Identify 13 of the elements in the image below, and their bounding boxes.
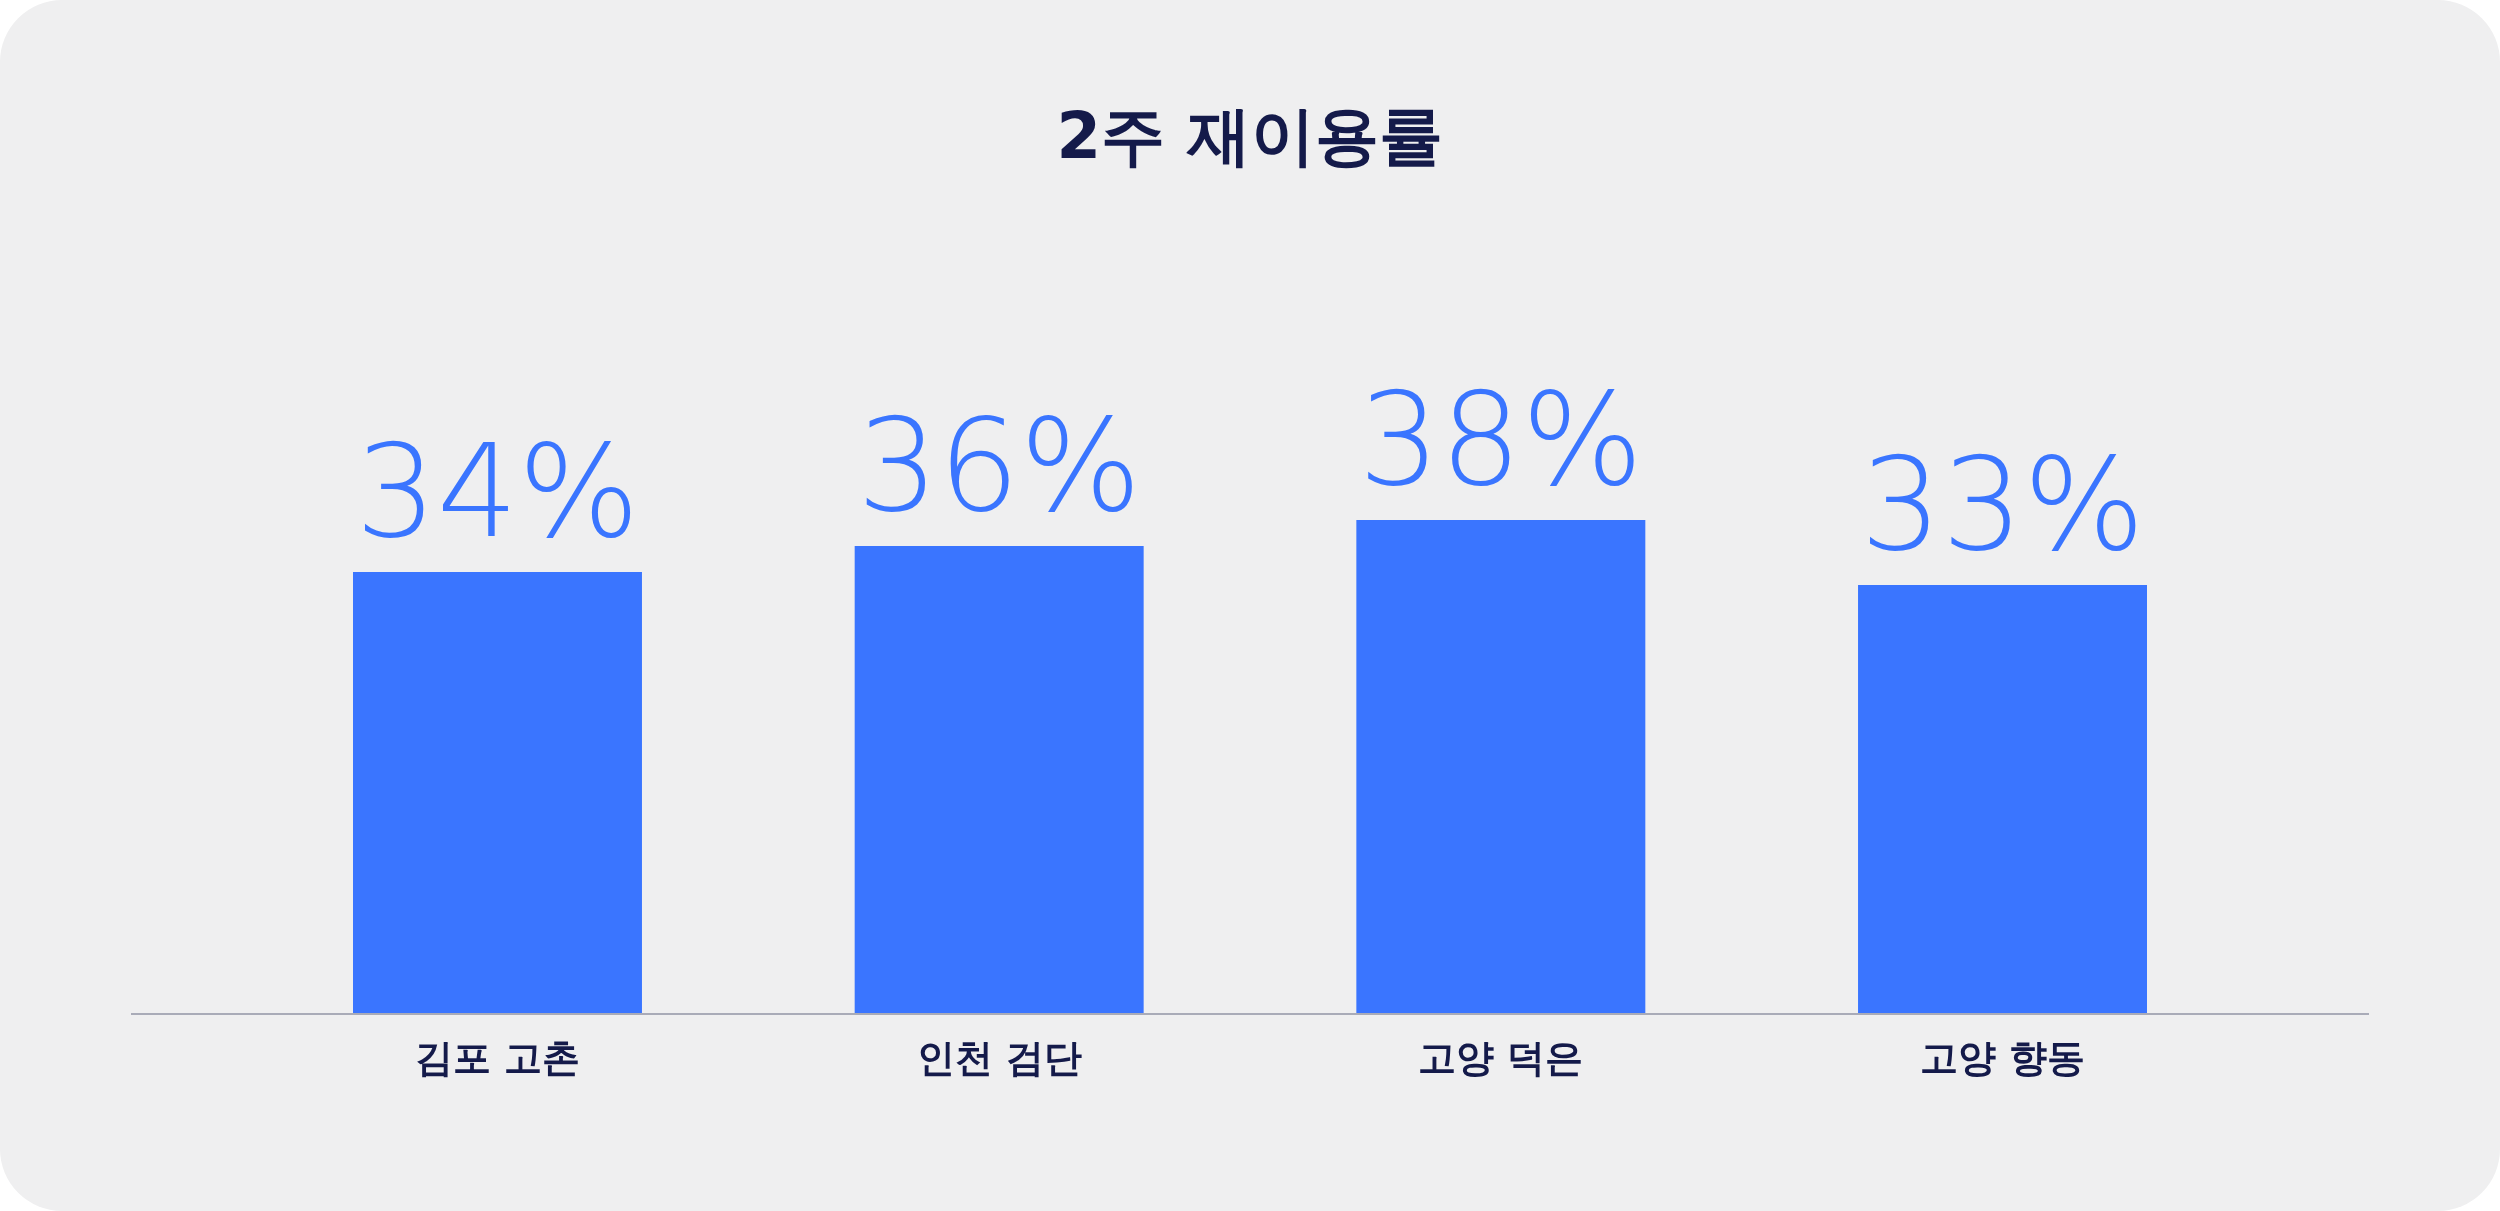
data-label: 34% [355, 417, 640, 566]
bar [1356, 520, 1646, 1014]
chart-title: 2주 재이용률 [1056, 99, 1444, 173]
x-tick-label: 고양 향동 [1919, 1036, 2086, 1080]
bar [854, 546, 1144, 1014]
x-tick-label: 고양 덕은 [1418, 1036, 1584, 1080]
data-label: 38% [1358, 365, 1644, 514]
bar [353, 572, 642, 1014]
x-tick-label: 김포 고촌 [414, 1036, 581, 1080]
bar [1858, 585, 2147, 1014]
data-label: 33% [1860, 430, 2145, 579]
x-tick-label: 인천 검단 [916, 1036, 1082, 1080]
data-label: 36% [856, 391, 1142, 540]
